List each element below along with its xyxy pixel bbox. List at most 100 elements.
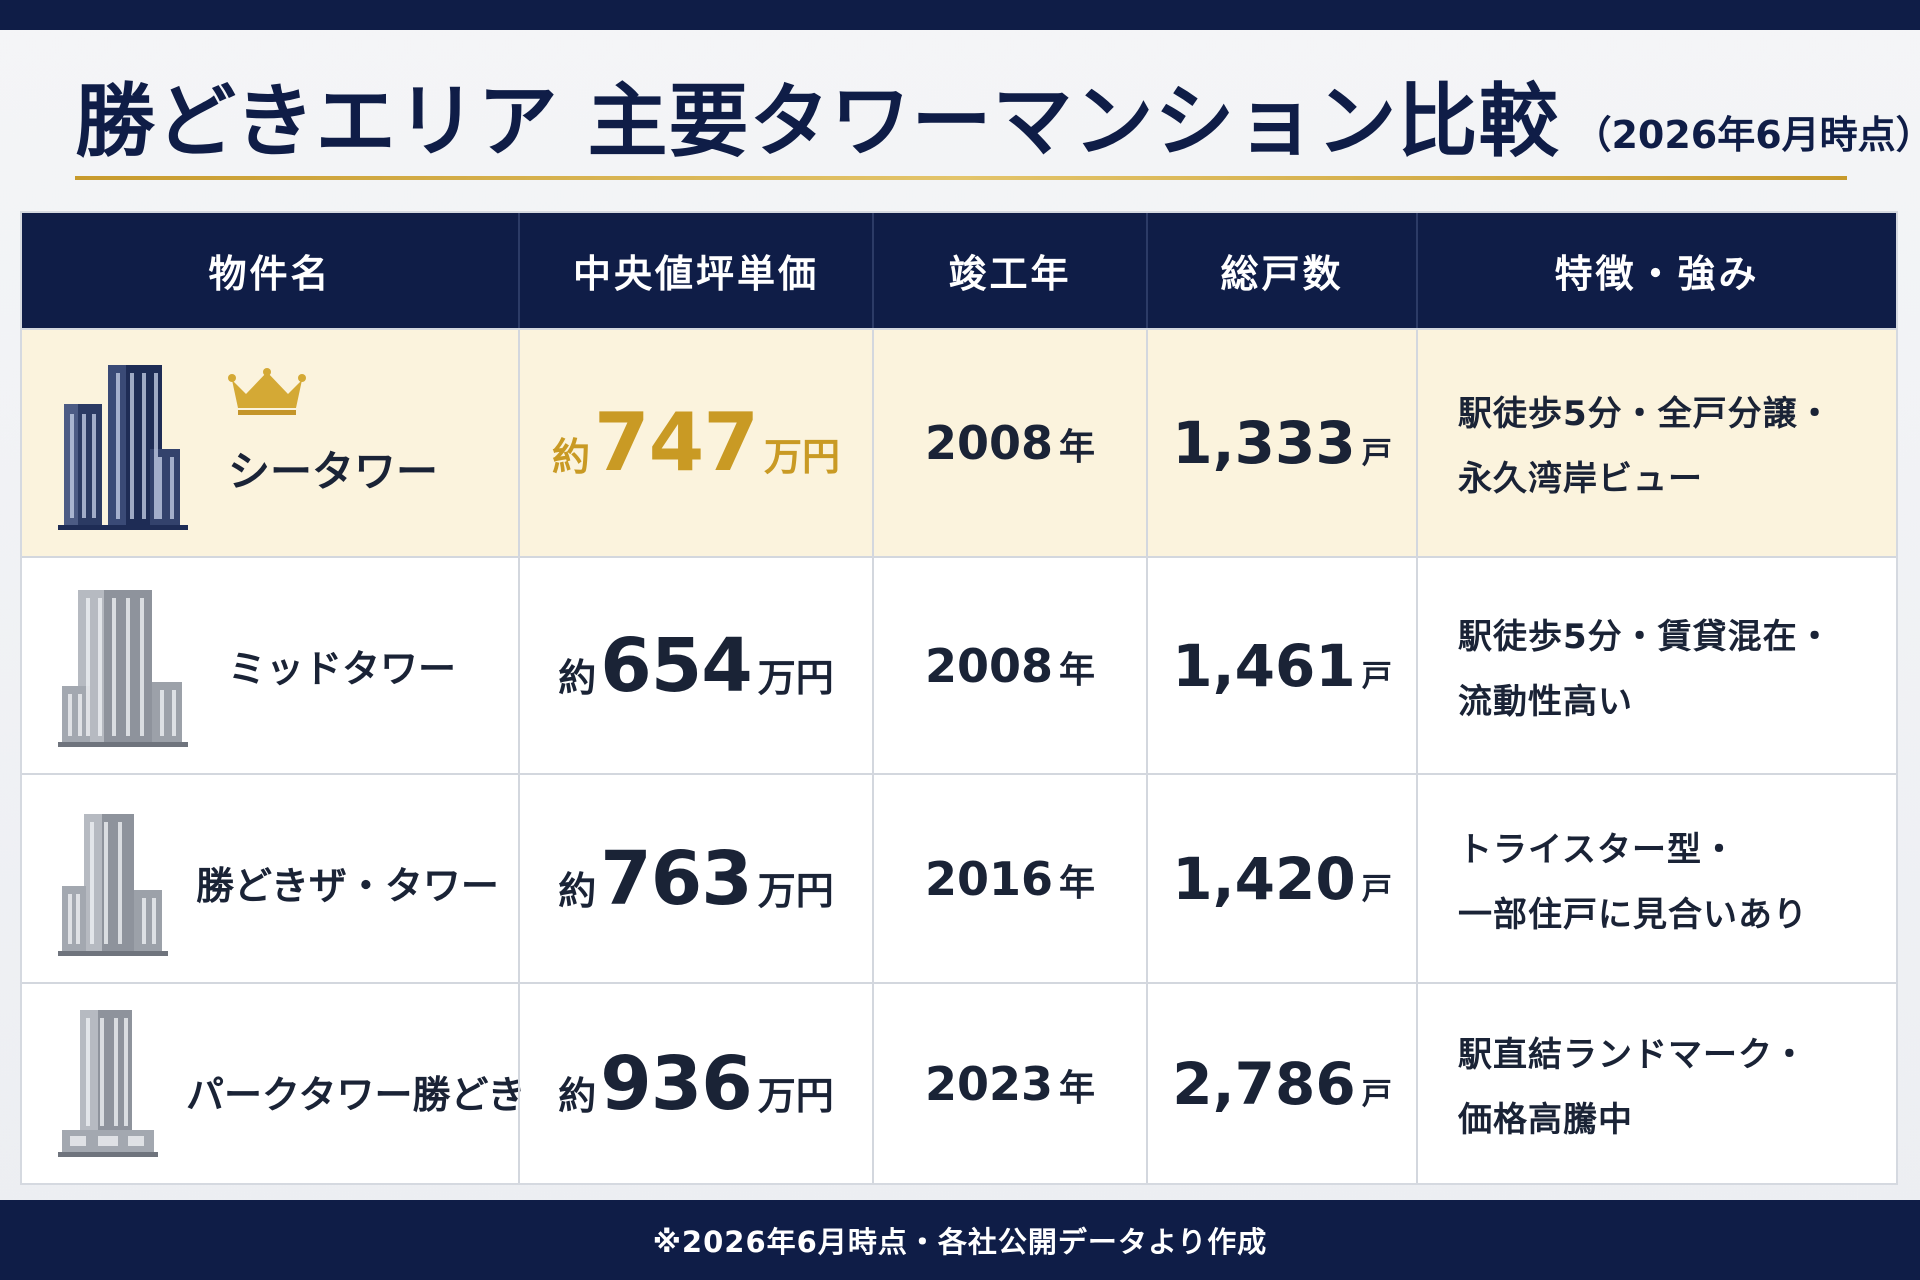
year-value: 2008 (924, 638, 1053, 693)
price-prefix: 約 (551, 435, 590, 479)
median-price: 約 747 万円 (552, 403, 840, 483)
building-icon (58, 1010, 158, 1157)
header-total-units: 総戸数 (1220, 252, 1344, 296)
median-price: 約 763 万円 (558, 842, 834, 916)
header-cell: 物件名 (22, 213, 518, 328)
units-cell: 2,786 戸 (1146, 984, 1416, 1183)
header-cell: 特徴・強み (1416, 213, 1896, 328)
header-cell: 総戸数 (1146, 213, 1416, 328)
units-unit: 戸 (1361, 1076, 1392, 1112)
price-value: 747 (594, 396, 759, 489)
median-price: 約 936 万円 (558, 1047, 834, 1121)
year-unit: 年 (1059, 862, 1096, 904)
property-cell: シータワー (22, 330, 518, 556)
top-bar (0, 0, 1920, 30)
property-name: パークタワー勝どき (186, 1073, 526, 1117)
price-prefix: 約 (558, 1073, 597, 1118)
comparison-table: 物件名 中央値坪単価 竣工年 総戸数 特徴・強み (20, 211, 1898, 1185)
price-cell: 約 763 万円 (518, 775, 872, 982)
year-value: 2023 (924, 1056, 1053, 1111)
completion-year: 2023 年 (925, 1057, 1095, 1111)
year-cell: 2023 年 (872, 984, 1146, 1183)
features-cell: 駅徒歩5分・賃貸混在・ 流動性高い (1416, 558, 1896, 773)
price-value: 763 (600, 835, 752, 922)
completion-year: 2016 年 (925, 852, 1095, 906)
price-value: 654 (600, 622, 752, 709)
year-value: 2008 (924, 416, 1053, 470)
price-unit: 万円 (757, 868, 834, 913)
header-property-name: 物件名 (208, 252, 332, 296)
table-header-row: 物件名 中央値坪単価 竣工年 総戸数 特徴・強み (22, 213, 1896, 328)
completion-year: 2008 年 (925, 639, 1095, 693)
features-text: 駅徒歩5分・賃貸混在・ 流動性高い (1458, 609, 1833, 723)
units-cell: 1,333 戸 (1146, 330, 1416, 556)
price-cell: 約 654 万円 (518, 558, 872, 773)
price-cell: 約 936 万円 (518, 984, 872, 1183)
units-value: 1,333 (1172, 409, 1356, 477)
year-cell: 2008 年 (872, 558, 1146, 773)
units-unit: 戸 (1361, 658, 1392, 694)
feature-line: 流動性高い (1458, 681, 1633, 722)
features-cell: 駅徒歩5分・全戸分譲・ 永久湾岸ビュー (1416, 330, 1896, 556)
footer-bar: ※2026年6月時点・各社公開データより作成 (0, 1200, 1920, 1280)
feature-line: 一部住戸に見合いあり (1458, 894, 1808, 935)
table-row: パークタワー勝どき 約 936 万円 2023 年 2,786 戸 駅直結ランド… (22, 982, 1896, 1183)
year-unit: 年 (1059, 427, 1096, 468)
property-name: ミッドタワー (228, 647, 457, 691)
property-cell: 勝どきザ・タワー (22, 775, 518, 982)
units-unit: 戸 (1361, 436, 1392, 471)
completion-year: 2008 年 (925, 416, 1095, 470)
price-cell: 約 747 万円 (518, 330, 872, 556)
table-row-highlighted: シータワー 約 747 万円 2008 年 1,333 戸 駅徒歩5分・全戸分譲… (22, 328, 1896, 556)
feature-line: トライスター型・ (1458, 829, 1737, 870)
feature-line: 駅徒歩5分・全戸分譲・ (1458, 394, 1833, 434)
total-units: 1,333 戸 (1172, 409, 1391, 477)
table-row: ミッドタワー 約 654 万円 2008 年 1,461 戸 駅徒歩5分・賃貸混… (22, 556, 1896, 773)
year-value: 2016 (924, 851, 1053, 906)
feature-line: 駅徒歩5分・賃貸混在・ (1458, 616, 1833, 657)
total-units: 1,461 戸 (1172, 632, 1391, 700)
property-name: シータワー (228, 447, 439, 496)
property-cell: ミッドタワー (22, 558, 518, 773)
crown-icon (228, 368, 306, 415)
building-icon (58, 814, 168, 956)
features-text: トライスター型・ 一部住戸に見合いあり (1458, 822, 1808, 936)
units-cell: 1,461 戸 (1146, 558, 1416, 773)
features-text: 駅徒歩5分・全戸分譲・ 永久湾岸ビュー (1458, 386, 1833, 500)
table-row: 勝どきザ・タワー 約 763 万円 2016 年 1,420 戸 トライスター型… (22, 773, 1896, 982)
total-units: 2,786 戸 (1172, 1050, 1391, 1118)
building-icon (58, 365, 188, 530)
feature-line: 永久湾岸ビュー (1458, 459, 1703, 499)
median-price: 約 654 万円 (558, 629, 834, 703)
header-median-price: 中央値坪単価 (572, 252, 819, 296)
header-completion-year: 竣工年 (948, 252, 1072, 296)
property-name: 勝どきザ・タワー (196, 864, 499, 908)
title-date: （2026年6月時点） (1573, 113, 1920, 157)
header-features: 特徴・強み (1554, 252, 1760, 296)
units-value: 1,420 (1172, 844, 1356, 913)
price-unit: 万円 (764, 435, 841, 479)
year-cell: 2016 年 (872, 775, 1146, 982)
units-value: 2,786 (1172, 1049, 1356, 1118)
features-text: 駅直結ランドマーク・ 価格高騰中 (1458, 1027, 1807, 1141)
feature-line: 駅直結ランドマーク・ (1458, 1034, 1808, 1075)
features-cell: 駅直結ランドマーク・ 価格高騰中 (1416, 984, 1896, 1183)
features-cell: トライスター型・ 一部住戸に見合いあり (1416, 775, 1896, 982)
building-icon (58, 590, 188, 747)
units-value: 1,461 (1172, 631, 1356, 700)
total-units: 1,420 戸 (1172, 845, 1391, 913)
property-cell: パークタワー勝どき (22, 984, 525, 1183)
year-unit: 年 (1059, 1067, 1096, 1109)
title-underline (75, 176, 1847, 180)
title-main: 勝どきエリア 主要タワーマンション比較 (75, 75, 1560, 168)
page-title: 勝どきエリア 主要タワーマンション比較 （2026年6月時点） (75, 62, 1920, 162)
price-value: 936 (600, 1040, 752, 1127)
header-cell: 竣工年 (872, 213, 1146, 328)
year-unit: 年 (1059, 649, 1096, 691)
feature-line: 価格高騰中 (1458, 1099, 1633, 1140)
header-cell: 中央値坪単価 (518, 213, 872, 328)
units-unit: 戸 (1361, 871, 1392, 907)
price-prefix: 約 (558, 868, 597, 913)
units-cell: 1,420 戸 (1146, 775, 1416, 982)
price-prefix: 約 (558, 655, 597, 700)
